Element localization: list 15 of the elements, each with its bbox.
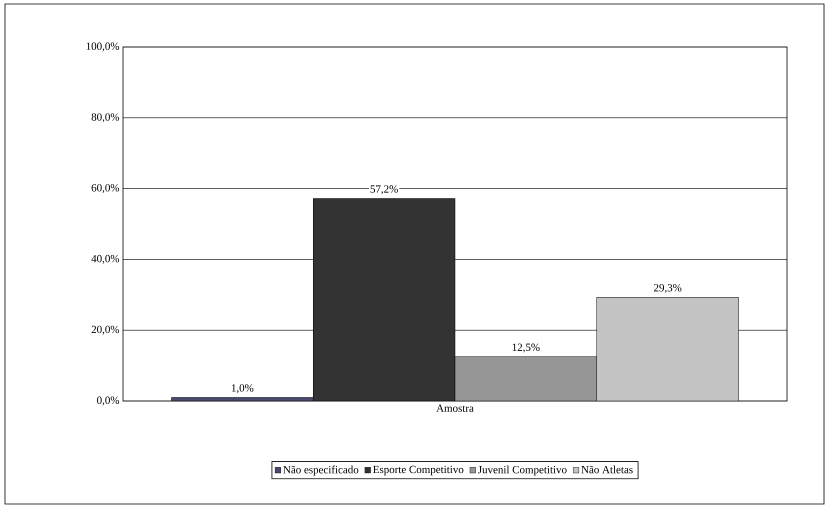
y-tick-label: 100,0% <box>86 42 120 52</box>
y-tick-label: 60,0% <box>92 184 120 194</box>
data-label: 29,3% <box>654 284 682 294</box>
data-label: 57,2% <box>370 185 398 194</box>
data-label: 12,5% <box>512 344 540 353</box>
legend-label: Não especificado <box>283 466 358 476</box>
y-tick-label: 80,0% <box>92 113 120 122</box>
y-tick-label: 0,0% <box>97 396 120 406</box>
x-tick-label: Amostra <box>436 404 474 412</box>
legend-label: Esporte Competitivo <box>373 466 464 476</box>
y-tick-label: 40,0% <box>91 254 120 264</box>
data-label: 1,0% <box>232 384 254 394</box>
legend-label: Não Atletas <box>581 466 633 474</box>
y-tick-label: 20,0% <box>92 326 120 335</box>
legend-label: Juvenil Competitivo <box>478 466 567 476</box>
